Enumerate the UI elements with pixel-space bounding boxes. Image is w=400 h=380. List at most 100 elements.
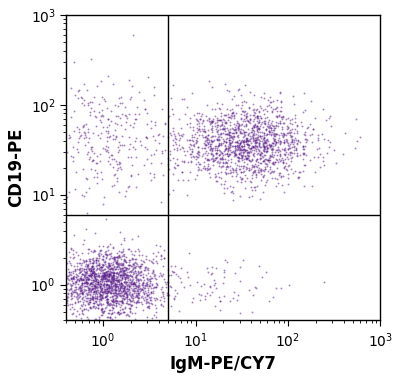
- Point: [143, 299, 150, 306]
- Point: [114, 279, 121, 285]
- Point: [262, 115, 268, 121]
- Point: [104, 290, 110, 296]
- Point: [250, 144, 257, 150]
- Point: [115, 309, 121, 315]
- Point: [260, 189, 266, 195]
- Point: [77, 256, 83, 262]
- Point: [307, 157, 314, 163]
- Point: [258, 166, 264, 172]
- Point: [95, 280, 101, 287]
- Point: [104, 293, 110, 299]
- Point: [194, 138, 201, 144]
- Point: [155, 273, 162, 279]
- Point: [108, 279, 115, 285]
- Point: [83, 287, 89, 293]
- Point: [88, 296, 94, 302]
- Point: [178, 279, 184, 285]
- Point: [123, 294, 130, 300]
- Point: [223, 169, 229, 176]
- Point: [114, 291, 120, 297]
- Point: [100, 269, 106, 275]
- Point: [238, 115, 244, 121]
- Point: [226, 135, 232, 141]
- Point: [126, 291, 132, 298]
- Point: [175, 177, 181, 183]
- Point: [100, 288, 106, 294]
- Point: [81, 280, 88, 286]
- Point: [88, 267, 94, 273]
- Point: [243, 136, 249, 142]
- Point: [301, 162, 307, 168]
- Point: [252, 124, 259, 130]
- Point: [98, 272, 104, 279]
- Point: [120, 252, 127, 258]
- Point: [111, 299, 118, 305]
- Point: [122, 271, 129, 277]
- Point: [104, 271, 111, 277]
- Point: [119, 300, 125, 306]
- Point: [292, 168, 298, 174]
- Point: [230, 150, 237, 156]
- Point: [98, 281, 104, 287]
- Point: [229, 168, 236, 174]
- Point: [184, 137, 190, 143]
- Point: [195, 149, 202, 155]
- Point: [205, 157, 211, 163]
- Point: [209, 147, 216, 153]
- Point: [139, 280, 146, 287]
- Point: [125, 275, 131, 281]
- Point: [100, 257, 106, 263]
- Point: [250, 127, 256, 133]
- Point: [85, 280, 91, 286]
- Point: [83, 283, 89, 289]
- Point: [121, 309, 128, 315]
- Point: [96, 262, 102, 268]
- Point: [222, 128, 229, 134]
- Point: [222, 151, 228, 157]
- Point: [227, 298, 233, 304]
- Point: [294, 152, 301, 158]
- Point: [69, 277, 76, 283]
- Point: [97, 280, 103, 286]
- Point: [201, 134, 208, 140]
- Point: [290, 170, 296, 176]
- Point: [134, 105, 140, 111]
- Point: [264, 148, 270, 154]
- Point: [120, 309, 126, 315]
- Point: [210, 158, 216, 164]
- Point: [112, 256, 118, 263]
- Point: [110, 164, 116, 170]
- Point: [288, 158, 294, 164]
- Point: [205, 166, 211, 173]
- Point: [304, 125, 310, 131]
- Point: [265, 157, 272, 163]
- Point: [131, 299, 137, 305]
- Point: [277, 152, 284, 158]
- Point: [80, 123, 86, 129]
- Point: [207, 284, 214, 290]
- Point: [84, 282, 90, 288]
- Point: [100, 256, 106, 263]
- Point: [216, 126, 223, 132]
- Point: [91, 166, 98, 173]
- Point: [144, 156, 150, 162]
- Point: [222, 159, 229, 165]
- Point: [70, 275, 77, 281]
- Point: [98, 169, 104, 175]
- Point: [115, 288, 122, 294]
- Point: [207, 283, 213, 289]
- Point: [125, 266, 131, 272]
- Point: [70, 274, 76, 280]
- Point: [246, 105, 252, 111]
- Point: [101, 269, 107, 275]
- Point: [208, 271, 214, 277]
- Point: [123, 290, 129, 296]
- Point: [273, 131, 279, 137]
- Point: [108, 281, 114, 287]
- Point: [228, 159, 234, 165]
- Point: [110, 282, 116, 288]
- Point: [246, 167, 252, 173]
- Point: [115, 277, 122, 283]
- Point: [141, 277, 147, 283]
- Point: [126, 305, 132, 311]
